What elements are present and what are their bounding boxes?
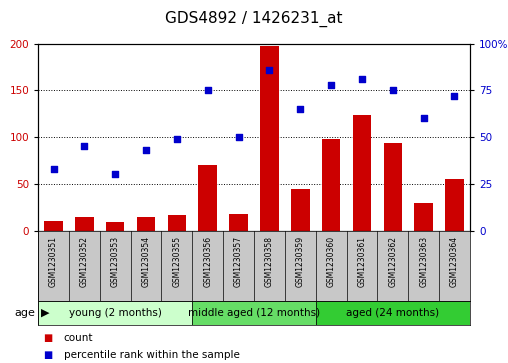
Bar: [415, 203, 433, 231]
Text: GSM1230353: GSM1230353: [111, 236, 120, 287]
Text: GSM1230360: GSM1230360: [327, 236, 336, 287]
Text: middle aged (12 months): middle aged (12 months): [188, 308, 320, 318]
Point: [49, 166, 57, 172]
Bar: [315, 301, 470, 325]
Text: GSM1230356: GSM1230356: [203, 236, 212, 287]
Bar: [384, 143, 402, 231]
Point: [235, 134, 243, 140]
Text: GSM1230351: GSM1230351: [49, 236, 58, 287]
Bar: [322, 139, 340, 231]
Bar: [106, 222, 124, 231]
Point: [451, 93, 459, 99]
Text: GDS4892 / 1426231_at: GDS4892 / 1426231_at: [165, 11, 343, 27]
Text: GSM1230359: GSM1230359: [296, 236, 305, 287]
Point: [296, 106, 304, 112]
Text: GSM1230362: GSM1230362: [388, 236, 397, 287]
Bar: [137, 217, 155, 231]
Text: GSM1230354: GSM1230354: [142, 236, 150, 287]
Point: [80, 143, 88, 149]
Bar: [260, 46, 279, 231]
Text: GSM1230363: GSM1230363: [419, 236, 428, 287]
Bar: [353, 115, 371, 231]
Point: [420, 115, 428, 121]
Bar: [291, 189, 309, 231]
Point: [358, 76, 366, 82]
Point: [111, 171, 119, 177]
Text: count: count: [64, 333, 93, 343]
Bar: [168, 215, 186, 231]
Text: GSM1230357: GSM1230357: [234, 236, 243, 287]
Text: ■: ■: [43, 350, 52, 360]
Text: age: age: [15, 308, 36, 318]
Bar: [229, 214, 248, 231]
Text: GSM1230364: GSM1230364: [450, 236, 459, 287]
Text: aged (24 months): aged (24 months): [346, 308, 439, 318]
Bar: [38, 301, 193, 325]
Text: GSM1230352: GSM1230352: [80, 236, 89, 287]
Point: [265, 67, 273, 73]
Point: [204, 87, 212, 93]
Bar: [75, 217, 93, 231]
Bar: [44, 221, 63, 231]
Bar: [199, 165, 217, 231]
Point: [327, 82, 335, 87]
Text: ▶: ▶: [41, 308, 49, 318]
Point: [389, 87, 397, 93]
Bar: [193, 301, 315, 325]
Point: [173, 136, 181, 142]
Text: GSM1230358: GSM1230358: [265, 236, 274, 287]
Text: GSM1230355: GSM1230355: [172, 236, 181, 287]
Text: young (2 months): young (2 months): [69, 308, 162, 318]
Bar: [445, 179, 464, 231]
Text: GSM1230361: GSM1230361: [358, 236, 366, 287]
Text: ■: ■: [43, 333, 52, 343]
Point: [142, 147, 150, 153]
Text: percentile rank within the sample: percentile rank within the sample: [64, 350, 239, 360]
